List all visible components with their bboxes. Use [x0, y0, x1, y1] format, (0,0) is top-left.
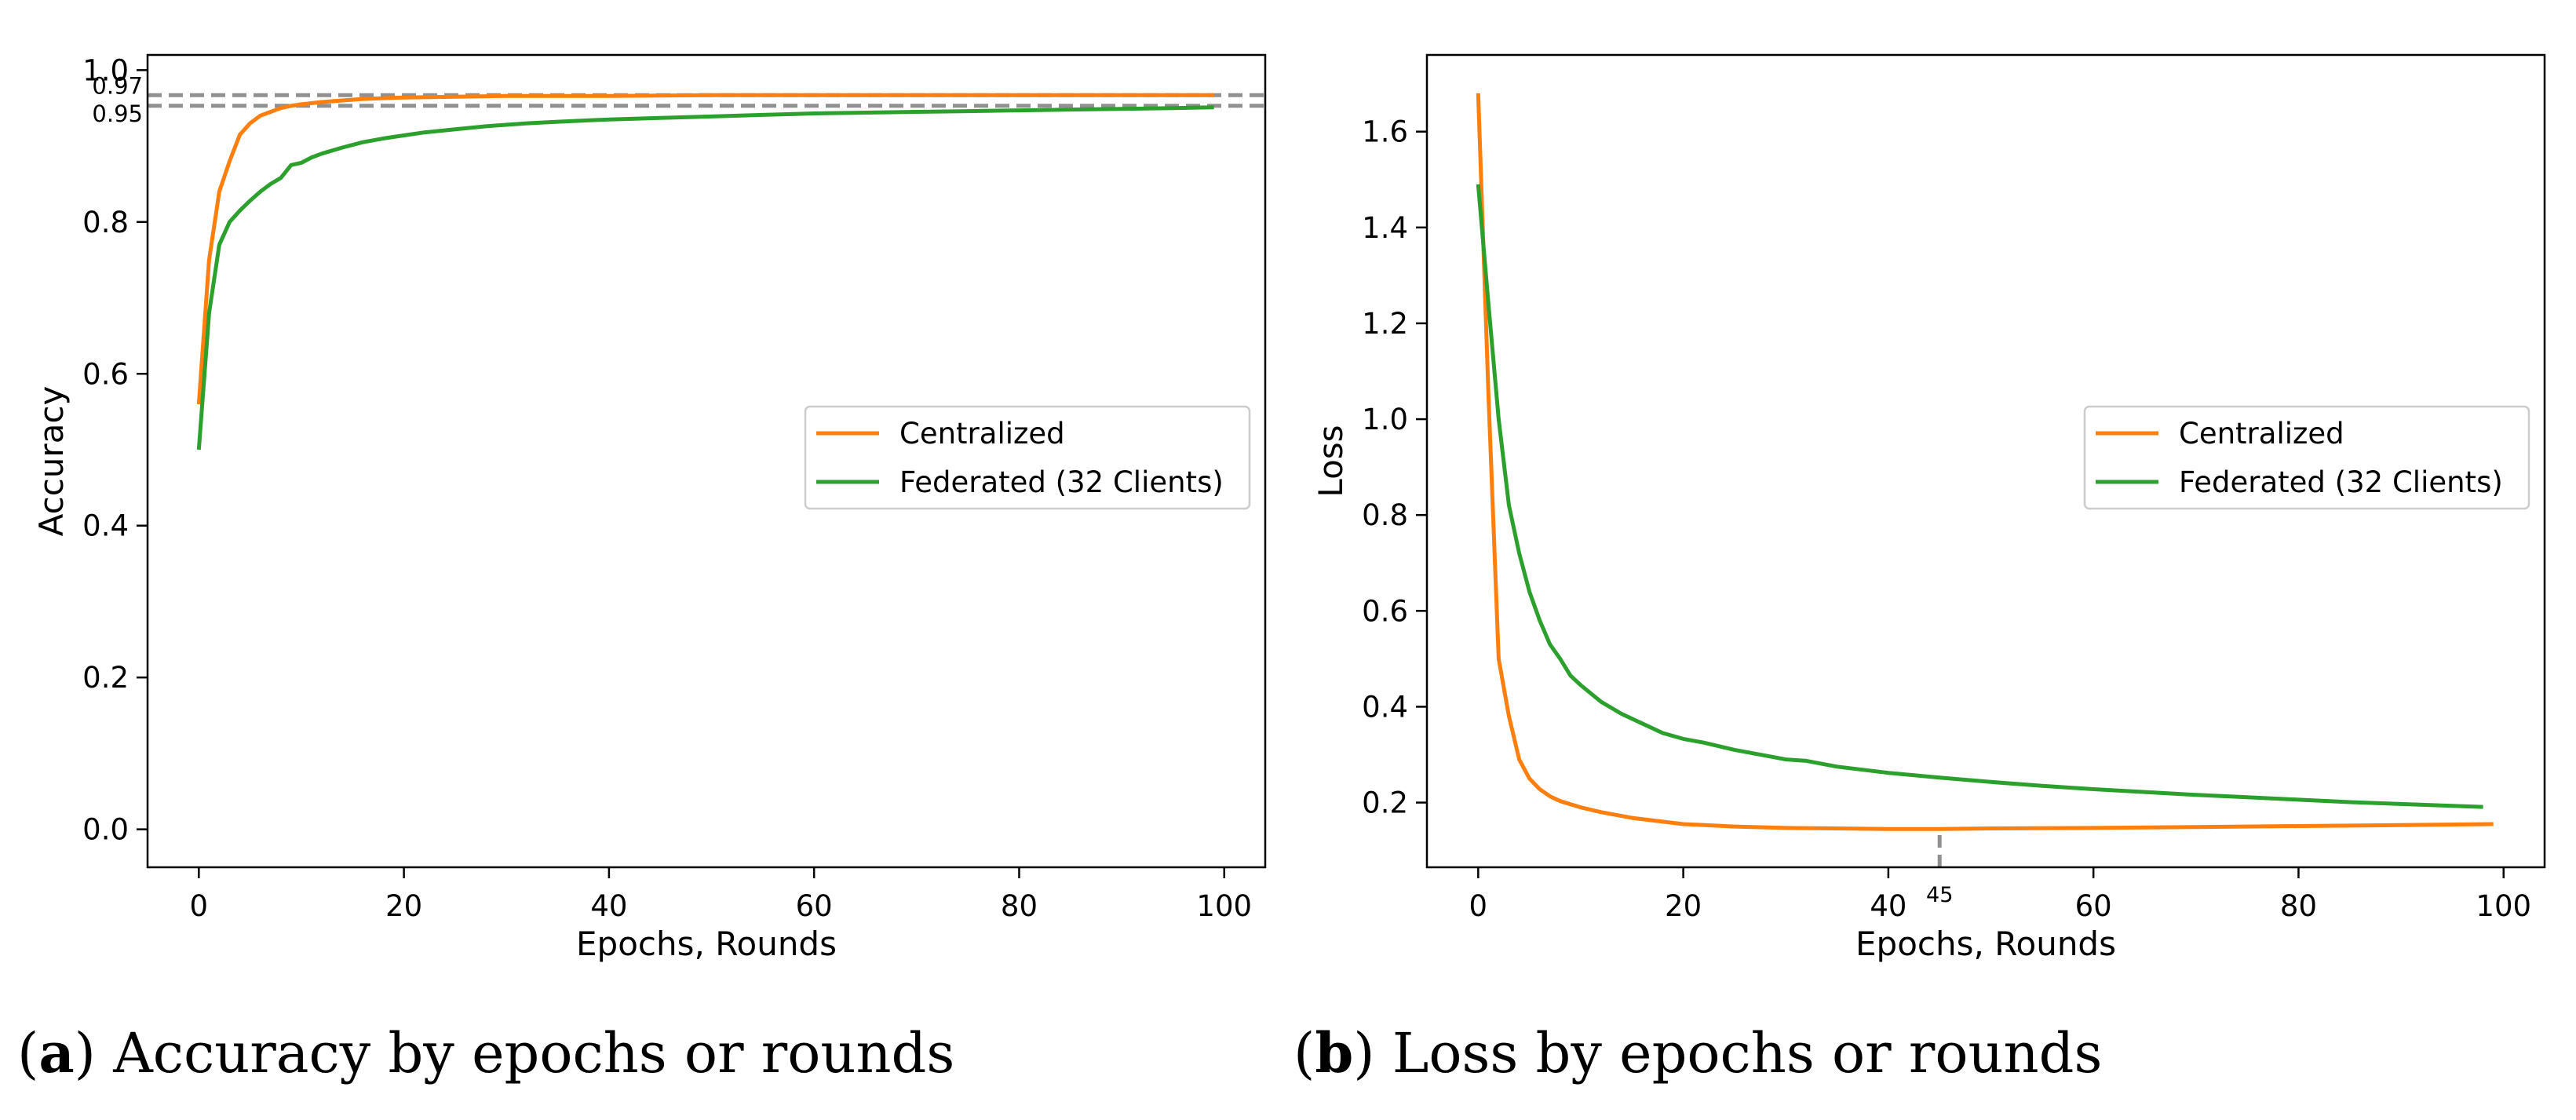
accuracy-chart: 0 20 40 60 80 100 0.0 0.2 0.4 0.6 0.8 1.00.970.95 Ep…	[32, 53, 1267, 963]
caption-a-text: Accuracy by epochs or rounds	[95, 1021, 955, 1085]
loss-reference-label: 45	[1926, 883, 1953, 907]
acc-series-federated	[196, 105, 1214, 451]
loss-x-axis-label: Epochs, Rounds	[1855, 925, 2116, 963]
acc-legend-box	[804, 405, 1251, 510]
acc-y-axis-label: Accuracy	[32, 386, 71, 537]
loss-x-tick-label: 80	[2280, 889, 2317, 923]
loss-y-tick-label: 0.4	[1362, 690, 1408, 724]
loss-y-tick-label: 1.4	[1362, 211, 1408, 245]
loss-x-tick-label: 100	[2476, 889, 2531, 923]
acc-y-tick-label: 0.2	[82, 661, 129, 695]
loss-series-centralized	[1476, 93, 2494, 831]
caption-b-letter: b	[1315, 1020, 1354, 1085]
loss-x-tick-label: 40	[1870, 889, 1906, 923]
caption-b: (b) Loss by epochs or rounds	[1293, 1020, 2103, 1085]
acc-y-tick-label: 0.6	[82, 357, 129, 391]
caption-a: (a) Accuracy by epochs or rounds	[17, 1020, 955, 1085]
acc-y-tick-label: 0.0	[82, 813, 129, 847]
loss-legend-box	[2083, 405, 2530, 510]
loss-y-tick-label: 1.2	[1362, 307, 1408, 341]
loss-series-federated	[1476, 184, 2483, 809]
acc-legend-label: Federated (32 Clients)	[899, 465, 1224, 499]
acc-x-tick-label: 80	[1001, 889, 1038, 923]
acc-x-axis-label: Epochs, Rounds	[576, 925, 837, 963]
loss-x-tick-label: 60	[2075, 889, 2112, 923]
loss-plot-frame	[1425, 53, 2546, 869]
acc-x-tick-label: 20	[385, 889, 422, 923]
caption-a-letter: a	[38, 1020, 75, 1085]
acc-x-tick-label: 100	[1196, 889, 1252, 923]
loss-legend-label: Centralized	[2179, 417, 2344, 451]
acc-x-tick-label: 60	[796, 889, 833, 923]
loss-legend: Centralized Federated (32 Clients)	[2083, 405, 2530, 510]
loss-y-tick-label: 0.8	[1362, 498, 1408, 532]
acc-x-tick-label: 0	[190, 889, 209, 923]
acc-series-centralized	[196, 93, 1214, 405]
loss-y-tick-label: 1.0	[1362, 403, 1408, 436]
loss-legend-label: Federated (32 Clients)	[2179, 465, 2503, 499]
acc-plot-frame	[146, 53, 1267, 869]
acc-reference-label: 0.95	[92, 100, 143, 127]
loss-x-tick-label: 0	[1469, 889, 1488, 923]
acc-legend: Centralized Federated (32 Clients)	[804, 405, 1251, 510]
loss-y-tick-label: 1.6	[1362, 115, 1408, 149]
loss-y-axis-label: Loss	[1312, 425, 1350, 497]
loss-x-tick-label: 20	[1665, 889, 1702, 923]
acc-y-tick-label: 1.0	[82, 53, 129, 87]
acc-x-tick-label: 40	[590, 889, 627, 923]
loss-y-tick-label: 0.2	[1362, 786, 1408, 820]
loss-chart: 0 20 40 60 80 100 0.2 0.4 0.6 0.8 1.0 1.2 1.4 1.6 45 Ep…	[1312, 53, 2546, 963]
acc-reference-label: 0.97	[92, 72, 143, 99]
acc-y-tick-label: 0.4	[82, 509, 129, 543]
acc-y-tick-label: 0.8	[82, 206, 129, 239]
acc-legend-label: Centralized	[899, 417, 1065, 451]
loss-y-tick-label: 0.6	[1362, 594, 1408, 628]
caption-b-text: Loss by epochs or rounds	[1374, 1021, 2103, 1085]
